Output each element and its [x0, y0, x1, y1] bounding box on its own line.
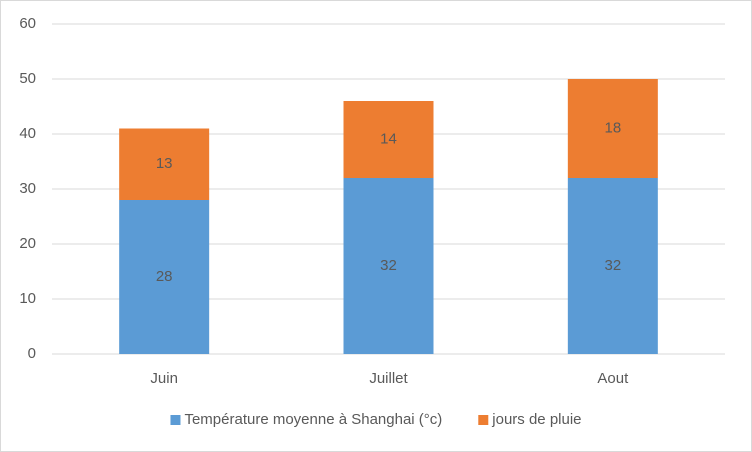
- data-label: 18: [604, 119, 621, 136]
- y-tick-label: 40: [19, 125, 36, 142]
- y-tick-label: 20: [19, 235, 36, 252]
- data-label: 14: [380, 130, 397, 147]
- bar-segment: [343, 101, 434, 178]
- legend-label: jours de pluie: [491, 411, 581, 428]
- bar-segment: [343, 178, 434, 354]
- data-label: 32: [604, 257, 621, 274]
- x-tick-label: Juin: [150, 370, 178, 387]
- y-tick-label: 60: [19, 15, 36, 32]
- x-tick-label: Aout: [597, 370, 629, 387]
- x-tick-label: Juillet: [369, 370, 408, 387]
- legend-label: Température moyenne à Shanghai (°c): [184, 411, 442, 428]
- data-label: 28: [156, 268, 173, 285]
- bar-segment: [119, 200, 210, 354]
- legend-swatch: [478, 415, 489, 425]
- data-label: 32: [380, 257, 397, 274]
- y-tick-label: 10: [19, 290, 36, 307]
- y-tick-label: 30: [19, 180, 36, 197]
- data-label: 13: [156, 155, 173, 172]
- bar-segment: [119, 128, 210, 200]
- bar-segment: [567, 79, 658, 178]
- y-tick-label: 50: [19, 70, 36, 87]
- bar-segment: [567, 178, 658, 354]
- y-tick-label: 0: [28, 345, 36, 362]
- legend-swatch: [170, 415, 181, 425]
